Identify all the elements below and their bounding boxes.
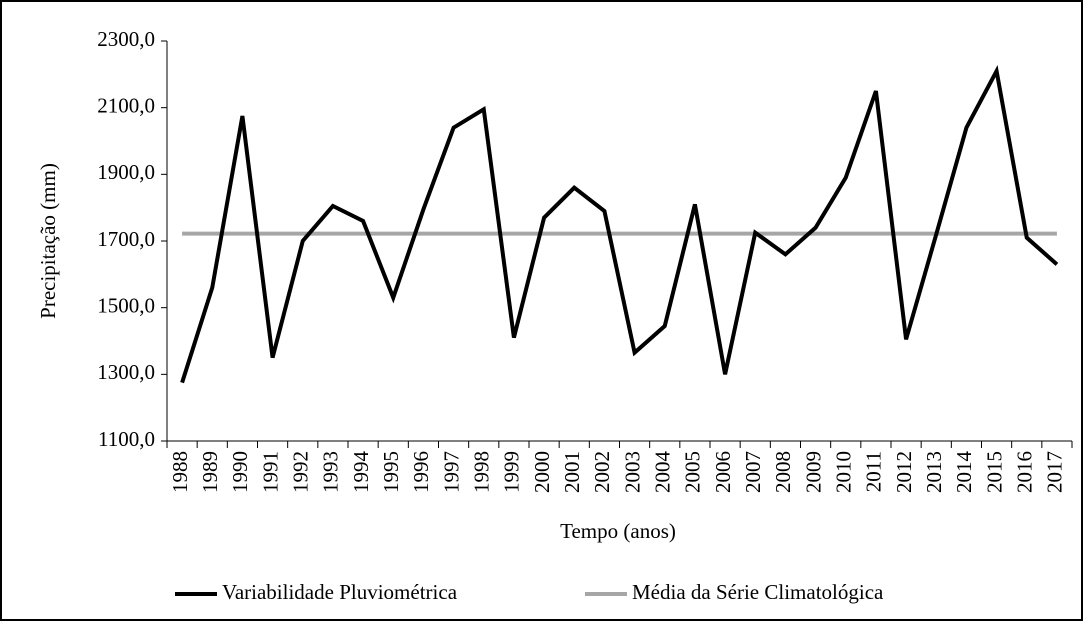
x-tick-label: 2002	[590, 451, 614, 493]
legend-label: Média da Série Climatológica	[632, 580, 884, 604]
x-tick-label: 2007	[741, 451, 765, 493]
x-tick-label: 1998	[470, 451, 494, 493]
y-tick-label: 1700,0	[97, 227, 155, 251]
y-tick-label: 1300,0	[97, 360, 155, 384]
x-tick-label: 1994	[349, 451, 373, 494]
x-tick-label: 2006	[711, 451, 735, 493]
y-tick-label: 1100,0	[98, 427, 155, 451]
y-tick-label: 1500,0	[97, 293, 155, 317]
x-tick-label: 2011	[862, 451, 886, 492]
x-tick-label: 2003	[620, 451, 644, 493]
x-tick-label: 2014	[952, 451, 976, 494]
x-tick-label: 1997	[439, 451, 463, 493]
x-tick-label: 1993	[319, 451, 343, 493]
x-tick-label: 2009	[801, 451, 825, 493]
x-tick-label: 2012	[892, 451, 916, 493]
x-tick-label: 1992	[289, 451, 313, 493]
x-tick-label: 1991	[258, 451, 282, 493]
x-tick-label: 1996	[409, 451, 433, 493]
x-tick-label: 2010	[832, 451, 856, 493]
x-tick-label: 2008	[771, 451, 795, 493]
x-tick-label: 2000	[530, 451, 554, 493]
x-tick-label: 2013	[922, 451, 946, 493]
y-tick-label: 2300,0	[97, 27, 155, 51]
legend-label: Variabilidade Pluviométrica	[222, 580, 458, 604]
y-tick-label: 1900,0	[97, 160, 155, 184]
y-tick-label: 2100,0	[97, 93, 155, 117]
x-tick-label: 2001	[560, 451, 584, 493]
x-tick-label: 2005	[681, 451, 705, 493]
data-line	[180, 64, 1059, 384]
x-tick-label: 2017	[1043, 451, 1067, 493]
x-tick-label: 1990	[228, 451, 252, 493]
x-tick-label: 1995	[379, 451, 403, 493]
x-tick-label: 1989	[198, 451, 222, 493]
x-tick-label: 2015	[982, 451, 1006, 493]
x-tick-label: 2004	[651, 451, 675, 494]
x-axis-title: Tempo (anos)	[560, 519, 676, 543]
x-tick-label: 1999	[500, 451, 524, 493]
x-tick-label: 1988	[168, 451, 192, 493]
x-tick-label: 2016	[1013, 451, 1037, 493]
y-axis-title: Precipitação (mm)	[36, 163, 60, 319]
